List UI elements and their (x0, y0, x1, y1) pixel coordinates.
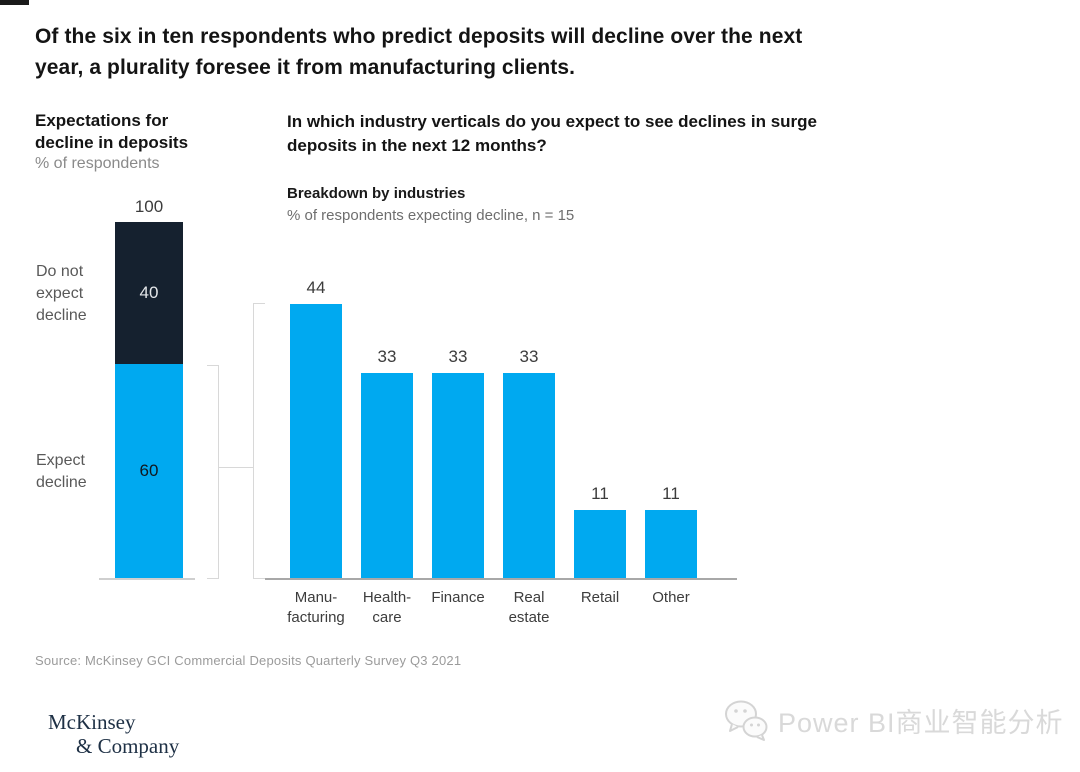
bracket-right-tick-bottom (253, 578, 265, 579)
mckinsey-logo: McKinsey & Company (48, 710, 179, 758)
label-line: Finance (431, 589, 485, 606)
source-note: Source: McKinsey GCI Commercial Deposits… (35, 653, 462, 668)
label-line: decline (36, 474, 87, 491)
category-label-do-not-expect-decline: Do not expect decline (36, 261, 87, 327)
bracket-right-vertical (253, 303, 254, 579)
watermark-text: Power BI商业智能分析 (778, 707, 1064, 738)
axis-label-real-estate: Real estate (479, 588, 579, 628)
bar-value-label: 44 (306, 278, 326, 297)
bracket-left-tick-bottom (207, 578, 219, 579)
label-line: Manu- (294, 589, 338, 606)
bar-real-estate: 33 (503, 347, 555, 579)
label-line: Health- (362, 589, 412, 606)
bar-healthcare: 33 (361, 347, 413, 579)
bar-finance: 33 (432, 347, 484, 579)
segment-value-label: 40 (139, 283, 159, 303)
axis-label-manufacturing: Manu- facturing (266, 588, 366, 628)
label-line: Other (652, 589, 690, 606)
bar-value-label: 11 (662, 484, 680, 504)
axis-label-other: Other (621, 588, 721, 608)
bar-value-label: 33 (448, 346, 468, 366)
label-line: Real (513, 589, 545, 606)
watermark: Power BI商业智能分析 (722, 698, 1064, 742)
bar-manufacturing: 44 (290, 278, 342, 579)
bar-value-label: 11 (591, 484, 609, 504)
bar-retail: 11 (574, 484, 626, 579)
bracket-left-vertical (218, 365, 219, 579)
stacked-segment-expect: 60 (115, 364, 183, 578)
page-title-line2: year, a plurality foresee it from manufa… (35, 56, 576, 79)
corner-mark (0, 0, 29, 5)
label-line: expect (36, 285, 84, 302)
bracket-right-tick-top (253, 303, 265, 304)
question-line2: deposits in the next 12 months? (287, 136, 547, 155)
left-chart-baseline (99, 578, 195, 580)
stacked-segment-do-not-expect: 40 (115, 222, 183, 365)
bar-value-label: 33 (377, 346, 397, 366)
axis-label-finance: Finance (408, 588, 508, 608)
label-line: Retail (580, 589, 620, 606)
label-line: care (372, 609, 402, 626)
bracket-left-tick-top (207, 365, 219, 366)
wechat-icon (725, 700, 768, 741)
bracket-connector (218, 467, 254, 468)
label-line: estate (508, 609, 550, 626)
stacked-bar: 40 60 (115, 222, 183, 578)
axis-label-retail: Retail (550, 588, 650, 608)
label-line: decline (36, 307, 87, 324)
label-line: Do not (36, 263, 84, 280)
label-line: facturing (287, 609, 345, 626)
right-chart-baseline (265, 578, 737, 580)
bar-other: 11 (645, 484, 697, 579)
logo-line2: & Company (76, 734, 180, 758)
bar-value-label: 33 (519, 346, 539, 366)
right-chart-question: In which industry verticals do you expec… (287, 110, 937, 158)
left-chart-unit-note: % of respondents (35, 155, 160, 172)
label-line: Expect (36, 452, 85, 469)
page-title-line1: Of the six in ten respondents who predic… (35, 25, 803, 48)
left-chart-total-label: 100 (134, 197, 164, 216)
right-chart-heading: Breakdown by industries (287, 185, 466, 202)
left-chart-heading: Expectations for decline in deposits (35, 110, 188, 154)
page-title: Of the six in ten respondents who predic… (35, 21, 1015, 83)
category-label-expect-decline: Expect decline (36, 450, 87, 494)
left-chart-heading-line2: decline in deposits (35, 133, 189, 152)
logo-line1: McKinsey (48, 710, 136, 734)
question-line1: In which industry verticals do you expec… (287, 112, 817, 131)
left-chart-heading-line1: Expectations for (35, 111, 169, 130)
right-chart-unit-note: % of respondents expecting decline, n = … (287, 207, 575, 224)
axis-label-healthcare: Health- care (337, 588, 437, 628)
segment-value-label: 60 (139, 461, 159, 481)
